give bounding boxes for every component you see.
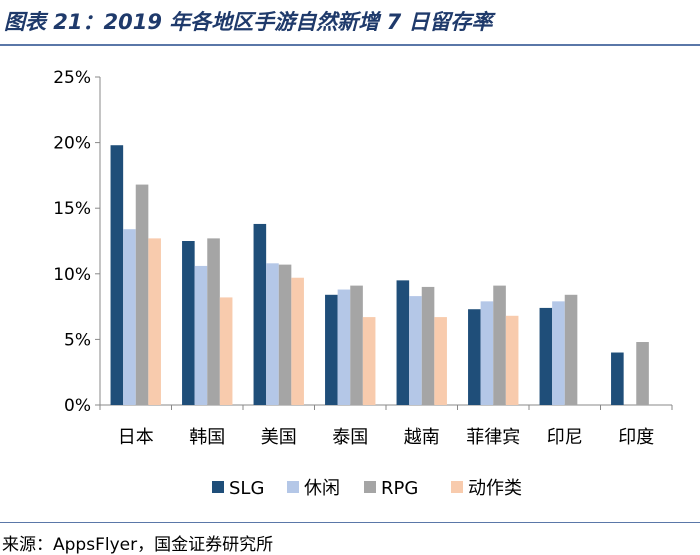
title-divider [0,44,700,46]
legend-swatch [364,481,376,493]
x-tick-label: 印尼 [547,427,583,448]
x-tick-label: 泰国 [332,427,368,448]
x-tick-label: 印度 [618,427,654,448]
page-title: 图表 21：2019 年各地区手游自然新增 7 日留存率 [4,10,493,34]
bar [219,297,233,405]
bar [207,238,220,405]
y-tick-label: 0% [64,396,91,416]
x-tick-label: 越南 [404,427,440,448]
title-area: 图表 21：2019 年各地区手游自然新增 7 日留存率 [0,0,700,46]
bar [135,184,149,405]
bar [434,317,447,405]
bar [278,264,292,405]
bar [350,285,363,405]
bar [480,301,494,405]
bar [123,229,136,405]
source-divider [0,522,700,523]
bar [266,263,279,405]
bar [421,286,435,405]
legend-swatch [212,481,224,493]
bar [505,315,519,405]
x-tick-label: 美国 [261,427,297,448]
bar [325,294,338,405]
y-tick-label: 5% [64,330,91,350]
legend-label: RPG [381,478,418,499]
source-note: 来源：AppsFlyer，国金证券研究所 [2,535,274,555]
bar [194,265,208,405]
y-tick-label: 15% [53,199,91,219]
legend-label: 动作类 [468,478,522,499]
legend-label: SLG [229,478,264,499]
legend-swatch [287,481,299,493]
bar [539,307,553,405]
bar [468,309,481,405]
bar [409,296,422,405]
bar [110,145,124,405]
bar [148,238,161,405]
bar [636,342,649,405]
bar [362,317,376,405]
bar [396,280,410,405]
bar [253,223,267,405]
bar [552,301,565,405]
y-tick-label: 20% [53,134,91,154]
bar [493,285,506,405]
bar [291,277,304,405]
x-tick-label: 菲律宾 [466,427,520,448]
bar [182,241,195,405]
x-tick-label: 韩国 [189,427,225,448]
bar [611,352,624,405]
legend-swatch [451,481,463,493]
x-tick-label: 日本 [118,427,154,448]
y-tick-label: 10% [53,265,91,285]
bar [564,294,578,405]
y-tick-label: 25% [53,68,91,88]
legend-label: 休闲 [304,478,340,499]
bar [337,289,351,405]
